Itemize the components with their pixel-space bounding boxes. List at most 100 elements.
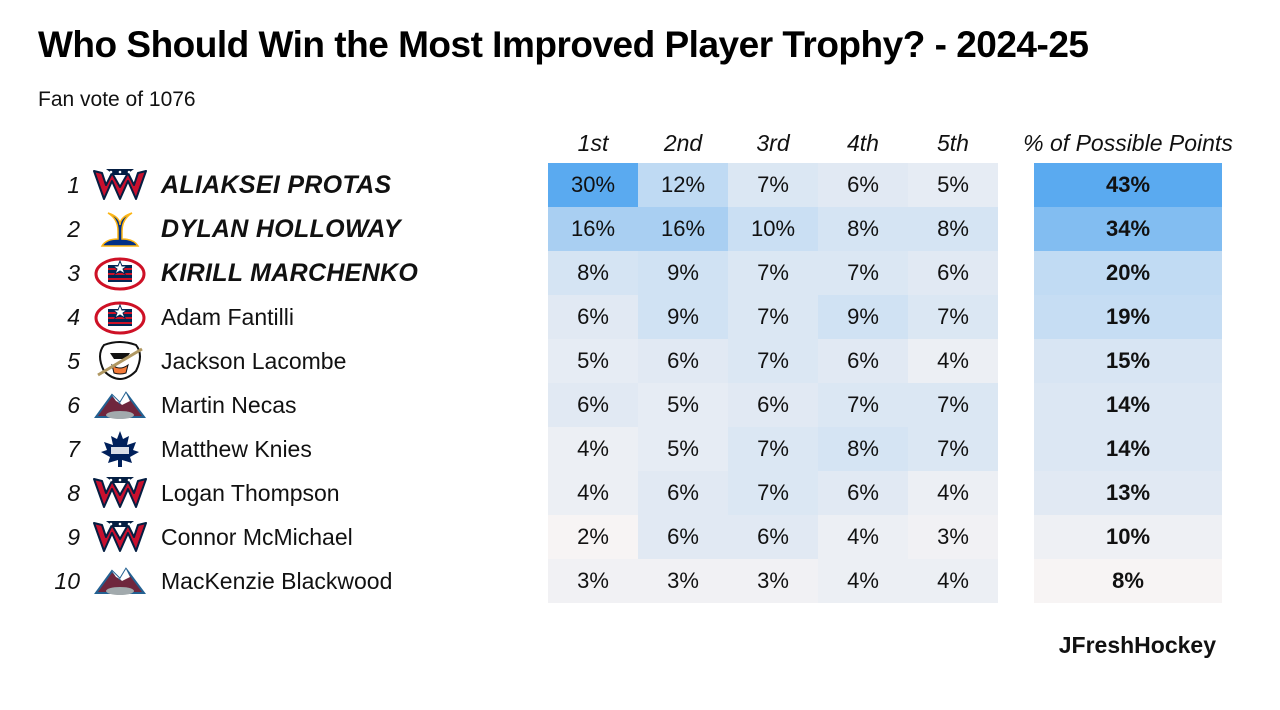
capitals-logo <box>92 517 148 557</box>
vote-cell-1st: 4% <box>548 427 638 471</box>
header-1st: 1st <box>577 130 609 156</box>
vote-cell-4th: 7% <box>818 383 908 427</box>
pct-possible-points-cell: 13% <box>1034 471 1222 515</box>
rank-label: 2 <box>67 216 80 242</box>
vote-cell-5th: 4% <box>908 471 998 515</box>
header-2nd: 2nd <box>663 130 703 156</box>
vote-cell-4th: 6% <box>818 163 908 207</box>
blues-logo <box>92 209 148 249</box>
vote-cell-3rd: 7% <box>728 295 818 339</box>
credit-label: JFreshHockey <box>1058 632 1216 658</box>
vote-cell-2nd: 16% <box>638 207 728 251</box>
vote-cell-2nd: 6% <box>638 515 728 559</box>
header-3rd: 3rd <box>756 130 790 156</box>
player-name: Logan Thompson <box>161 480 340 506</box>
rank-label: 5 <box>67 348 80 374</box>
player-name: Adam Fantilli <box>161 304 294 330</box>
table-row: 1 ALIAKSEI PROTAS 30% 12% 7% 6% 5% 43% <box>0 163 1280 207</box>
vote-cell-1st: 6% <box>548 295 638 339</box>
vote-cell-5th: 4% <box>908 339 998 383</box>
vote-cell-1st: 16% <box>548 207 638 251</box>
vote-cell-2nd: 9% <box>638 251 728 295</box>
vote-cell-2nd: 3% <box>638 559 728 603</box>
pct-possible-points-cell: 34% <box>1034 207 1222 251</box>
vote-cell-2nd: 5% <box>638 383 728 427</box>
rank-label: 9 <box>67 524 80 550</box>
pct-possible-points-cell: 19% <box>1034 295 1222 339</box>
vote-cell-3rd: 10% <box>728 207 818 251</box>
vote-cell-3rd: 7% <box>728 339 818 383</box>
vote-cell-2nd: 6% <box>638 471 728 515</box>
vote-cell-1st: 3% <box>548 559 638 603</box>
capitals-logo <box>92 165 148 205</box>
table-row: 4 Adam Fantilli 6% 9% 7% 9% 7% 19% <box>0 295 1280 339</box>
vote-cell-5th: 6% <box>908 251 998 295</box>
rank-label: 3 <box>67 260 80 286</box>
table-row: 6 Martin Necas 6% 5% 6% 7% 7% 14% <box>0 383 1280 427</box>
header-5th: 5th <box>937 130 969 156</box>
vote-cell-4th: 8% <box>818 427 908 471</box>
avalanche-logo <box>92 385 148 425</box>
table-row: 10 MacKenzie Blackwood 3% 3% 3% 4% 4% 8% <box>0 559 1280 603</box>
table-row: 9 Connor McMichael 2% 6% 6% 4% 3% 10% <box>0 515 1280 559</box>
player-name: ALIAKSEI PROTAS <box>161 171 392 199</box>
page-title: Who Should Win the Most Improved Player … <box>38 24 1089 65</box>
pct-possible-points-cell: 20% <box>1034 251 1222 295</box>
vote-cell-5th: 5% <box>908 163 998 207</box>
pct-possible-points-cell: 10% <box>1034 515 1222 559</box>
vote-cell-3rd: 6% <box>728 515 818 559</box>
vote-cell-3rd: 7% <box>728 471 818 515</box>
table-row: 2 DYLAN HOLLOWAY 16% 16% 10% 8% 8% 34% <box>0 207 1280 251</box>
player-name: Jackson Lacombe <box>161 348 347 374</box>
ducks-logo <box>92 341 148 381</box>
vote-cell-5th: 8% <box>908 207 998 251</box>
vote-cell-2nd: 12% <box>638 163 728 207</box>
blue-jackets-logo <box>92 297 148 337</box>
rank-label: 4 <box>67 304 80 330</box>
vote-cell-4th: 7% <box>818 251 908 295</box>
table-row: 8 Logan Thompson 4% 6% 7% 6% 4% 13% <box>0 471 1280 515</box>
vote-cell-3rd: 6% <box>728 383 818 427</box>
vote-cell-5th: 4% <box>908 559 998 603</box>
vote-cell-3rd: 7% <box>728 251 818 295</box>
pct-possible-points-cell: 14% <box>1034 427 1222 471</box>
vote-cell-4th: 9% <box>818 295 908 339</box>
table-row: 5 Jackson Lacombe 5% 6% 7% 6% 4% 15% <box>0 339 1280 383</box>
rank-label: 1 <box>67 172 80 198</box>
player-name: Matthew Knies <box>161 436 312 462</box>
capitals-logo <box>92 473 148 513</box>
vote-cell-2nd: 9% <box>638 295 728 339</box>
vote-cell-5th: 7% <box>908 295 998 339</box>
vote-cell-5th: 7% <box>908 383 998 427</box>
vote-cell-4th: 6% <box>818 471 908 515</box>
vote-cell-4th: 4% <box>818 515 908 559</box>
player-name: DYLAN HOLLOWAY <box>161 215 401 243</box>
page-subtitle: Fan vote of 1076 <box>38 88 196 111</box>
table-row: 7 Matthew Knies 4% 5% 7% 8% 7% 14% <box>0 427 1280 471</box>
vote-cell-4th: 4% <box>818 559 908 603</box>
vote-cell-1st: 4% <box>548 471 638 515</box>
rank-label: 8 <box>67 480 80 506</box>
avalanche-logo <box>92 561 148 601</box>
rank-label: 6 <box>67 392 80 418</box>
vote-cell-4th: 6% <box>818 339 908 383</box>
vote-cell-3rd: 7% <box>728 427 818 471</box>
vote-cell-2nd: 6% <box>638 339 728 383</box>
vote-cell-1st: 6% <box>548 383 638 427</box>
vote-cell-5th: 3% <box>908 515 998 559</box>
vote-cell-3rd: 3% <box>728 559 818 603</box>
maple-leafs-logo <box>92 429 148 469</box>
rank-label: 7 <box>67 436 80 462</box>
vote-cell-1st: 30% <box>548 163 638 207</box>
pct-possible-points-cell: 43% <box>1034 163 1222 207</box>
pct-possible-points-cell: 8% <box>1034 559 1222 603</box>
vote-cell-5th: 7% <box>908 427 998 471</box>
header-4th: 4th <box>847 130 879 156</box>
rank-label: 10 <box>54 568 80 594</box>
table-row: 3 KIRILL MARCHENKO 8% 9% 7% 7% 6% 20% <box>0 251 1280 295</box>
header-pct-possible-points: % of Possible Points <box>1023 130 1233 156</box>
vote-cell-1st: 5% <box>548 339 638 383</box>
vote-cell-1st: 8% <box>548 251 638 295</box>
vote-cell-3rd: 7% <box>728 163 818 207</box>
player-name: Martin Necas <box>161 392 297 418</box>
